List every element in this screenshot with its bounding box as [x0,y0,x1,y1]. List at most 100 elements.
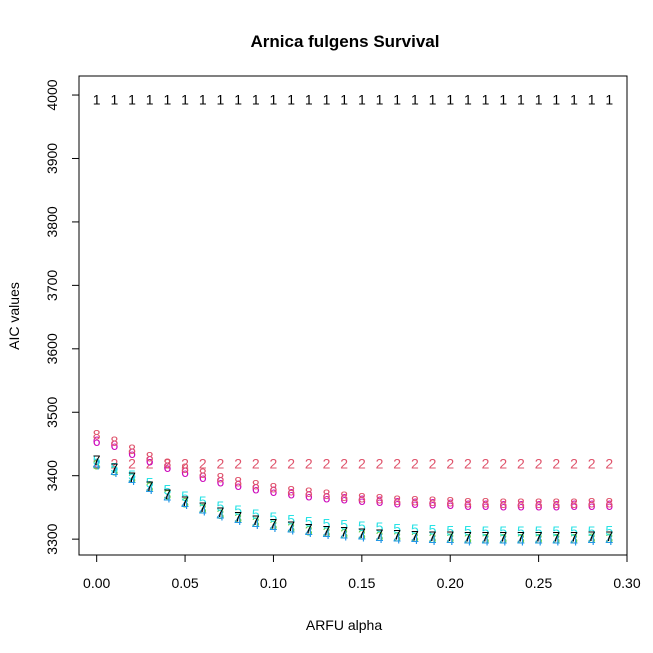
point-2: 2 [552,456,560,472]
point-3: 3 [376,528,384,544]
chart-title: Arnica fulgens Survival [251,32,440,51]
point-6: 6 [234,477,242,493]
point-1: 1 [305,91,313,107]
point-7: 7 [535,529,543,545]
point-1: 1 [535,91,543,107]
point-6: 6 [110,437,118,453]
point-2: 2 [199,456,207,472]
point-8: 8 [163,455,171,471]
point-3: 3 [323,524,331,540]
point-8: 8 [323,486,331,502]
point-1: 1 [446,91,454,107]
point-6: 6 [305,487,313,503]
point-4: 4 [411,531,419,547]
y-tick-label: 3300 [44,523,60,554]
point-3: 3 [181,494,189,510]
point-1: 1 [588,91,596,107]
point-5: 5 [376,519,384,535]
point-8: 8 [446,494,454,510]
point-3: 3 [446,530,454,546]
y-tick-label: 3600 [44,333,60,364]
point-5: 5 [535,523,543,539]
y-tick-label: 3500 [44,396,60,427]
y-axis-label: AIC values [6,282,22,350]
point-4: 4 [270,519,278,535]
point-6: 6 [217,473,225,489]
point-5: 5 [411,521,419,537]
point-2: 2 [429,456,437,472]
point-5: 5 [234,502,242,518]
point-8: 8 [605,494,613,510]
point-1: 1 [499,91,507,107]
point-4: 4 [234,512,242,528]
point-4: 4 [499,532,507,548]
point-7: 7 [552,529,560,545]
point-4: 4 [110,464,118,480]
point-6: 6 [181,464,189,480]
point-2: 2 [128,456,136,472]
point-8: 8 [535,495,543,511]
point-8: 8 [464,494,472,510]
point-7: 7 [393,527,401,543]
point-8: 8 [252,477,260,493]
point-7: 7 [588,528,596,544]
point-7: 7 [287,518,295,534]
point-3: 3 [146,479,154,495]
point-1: 1 [411,91,419,107]
point-3: 3 [482,531,490,547]
point-1: 1 [376,91,384,107]
point-4: 4 [146,481,154,497]
point-3: 3 [287,520,295,536]
point-7: 7 [252,512,260,528]
point-7: 7 [323,522,331,538]
point-6: 6 [517,498,525,514]
point-5: 5 [181,488,189,504]
point-7: 7 [605,528,613,544]
point-3: 3 [163,487,171,503]
point-5: 5 [252,506,260,522]
point-6: 6 [163,459,171,475]
point-5: 5 [163,482,171,498]
point-7: 7 [358,525,366,541]
point-4: 4 [429,532,437,548]
y-tick-label: 3400 [44,460,60,491]
point-8: 8 [552,495,560,511]
point-7: 7 [93,452,101,468]
point-8: 8 [270,480,278,496]
x-tick-label: 0.10 [260,575,287,591]
point-3: 3 [570,531,578,547]
point-8: 8 [499,495,507,511]
point-5: 5 [605,522,613,538]
point-5: 5 [323,515,331,531]
point-3: 3 [499,531,507,547]
point-1: 1 [217,91,225,107]
point-3: 3 [429,530,437,546]
point-5: 5 [446,522,454,538]
y-tick-label: 3900 [44,143,60,174]
x-tick-label: 0.30 [613,575,640,591]
point-1: 1 [110,91,118,107]
point-6: 6 [499,498,507,514]
x-axis: 0.00 0.05 0.10 0.15 0.20 0.25 0.30 [83,554,641,591]
point-5: 5 [499,523,507,539]
point-1: 1 [146,91,154,107]
point-7: 7 [217,504,225,520]
point-6: 6 [270,483,278,499]
point-7: 7 [376,526,384,542]
point-2: 2 [446,456,454,472]
point-2: 2 [358,456,366,472]
point-3: 3 [588,530,596,546]
point-1: 1 [570,91,578,107]
point-7: 7 [199,499,207,515]
point-7: 7 [110,460,118,476]
point-1: 1 [552,91,560,107]
point-6: 6 [146,452,154,468]
point-3: 3 [270,517,278,533]
point-3: 3 [358,527,366,543]
point-3: 3 [552,531,560,547]
point-8: 8 [517,495,525,511]
point-1: 1 [199,91,207,107]
